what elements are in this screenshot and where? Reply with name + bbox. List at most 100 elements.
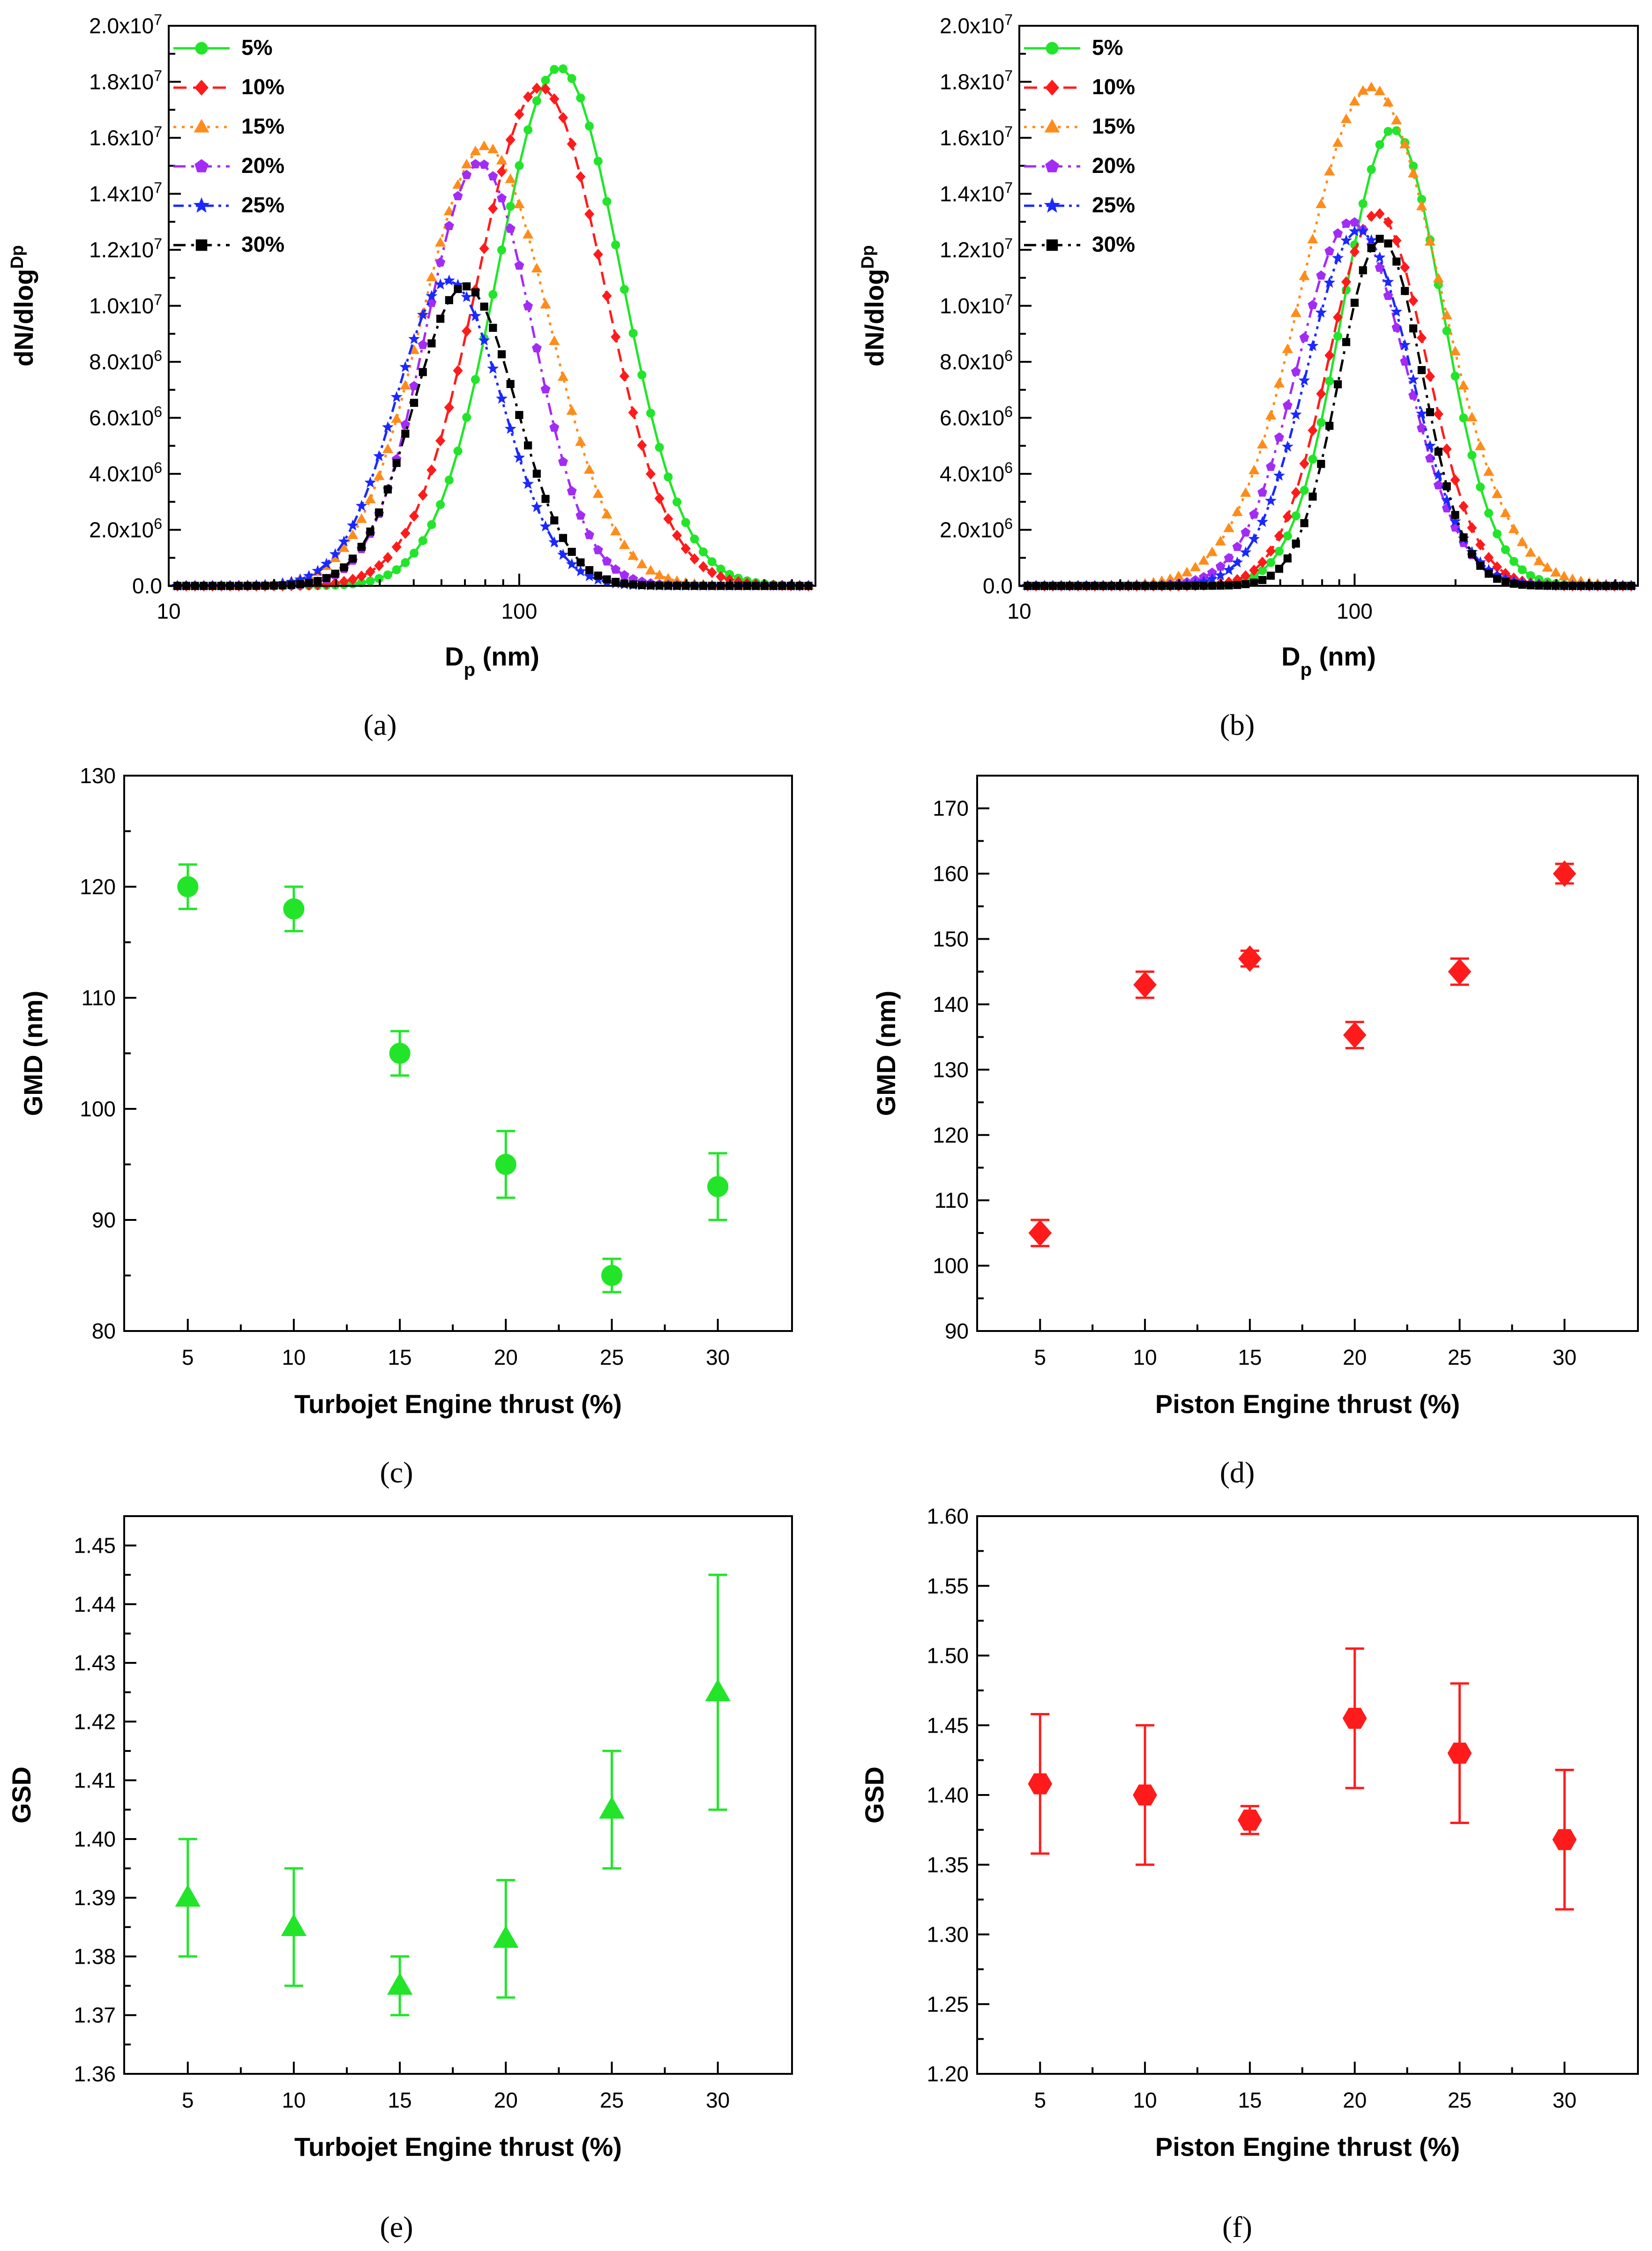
xlabel-main: D	[445, 642, 463, 671]
data-point	[1417, 423, 1427, 433]
data-point	[611, 564, 621, 574]
plot-frame	[976, 775, 1639, 1332]
xlabel-sub: p	[1301, 659, 1312, 680]
data-point	[1281, 441, 1293, 452]
data-point	[1291, 366, 1301, 376]
data-point	[1391, 322, 1402, 332]
data-point	[1257, 439, 1268, 449]
data-point	[1291, 511, 1301, 521]
data-point	[1332, 137, 1344, 147]
data-point	[1241, 527, 1251, 537]
data-point	[1365, 234, 1377, 246]
tick-exponent: 6	[1004, 404, 1013, 420]
data-point	[1282, 343, 1293, 353]
y-tick-label: 1.4x107	[940, 179, 1013, 206]
data-point	[1257, 487, 1268, 497]
data-point	[1425, 453, 1435, 463]
data-point	[1401, 287, 1409, 295]
y-tick-label: 130	[80, 763, 116, 788]
tick-mantissa: 2.0x10	[89, 518, 154, 542]
tick-mantissa: 1.2x10	[940, 238, 1004, 262]
tick-exponent: 7	[1004, 235, 1013, 252]
tick-mantissa: 2.0x10	[89, 14, 154, 38]
data-point	[436, 314, 445, 323]
data-point	[1416, 407, 1428, 419]
data-point	[382, 443, 394, 453]
data-point	[366, 576, 375, 586]
data-point	[383, 485, 392, 494]
tick-exponent: 7	[154, 123, 162, 140]
data-point	[1392, 257, 1401, 266]
data-point	[1349, 96, 1360, 106]
data-point	[550, 516, 559, 524]
x-tick-label: 5	[182, 1345, 194, 1369]
y-tick-label: 100	[80, 1097, 116, 1121]
data-point	[408, 333, 420, 344]
data-point	[1542, 562, 1553, 572]
data-point	[602, 197, 612, 206]
data-point	[1308, 425, 1318, 436]
series-20pct	[1019, 217, 1637, 590]
data-point	[1257, 556, 1268, 568]
legend-marker	[194, 159, 209, 172]
ylabel-part: p	[7, 245, 27, 256]
data-point	[1517, 536, 1528, 546]
x-tick-label: 10	[1007, 599, 1031, 623]
series-line	[1019, 230, 1631, 587]
tick-exponent: 6	[154, 459, 162, 476]
x-tick-label: 30	[1553, 1345, 1577, 1369]
series-line	[1019, 237, 1631, 587]
data-point	[1215, 536, 1226, 546]
data-point	[390, 391, 403, 402]
data-point	[1484, 569, 1493, 578]
y-tick-label: 1.25	[927, 1992, 969, 2016]
panel-label: (e)	[380, 2210, 413, 2244]
y-tick-label: 130	[933, 1057, 969, 1082]
y-tick-label: 1.40	[74, 1827, 116, 1851]
data-point	[1214, 569, 1226, 581]
data-point	[1282, 400, 1293, 410]
data-point	[522, 478, 534, 489]
data-point	[610, 525, 621, 536]
data-point	[454, 285, 462, 293]
data-point	[1292, 539, 1300, 548]
tick-exponent: 6	[1004, 347, 1013, 364]
y-tick-label: 160	[933, 861, 969, 886]
y-axis-title: GSD	[860, 1766, 889, 1823]
data-point	[1417, 366, 1426, 374]
data-point	[1367, 165, 1376, 174]
data-point	[1517, 565, 1527, 575]
data-point	[567, 486, 577, 495]
data-point	[461, 158, 472, 169]
y-tick-label: 8.0x106	[89, 347, 162, 374]
data-point	[1273, 469, 1285, 481]
data-point	[558, 456, 568, 466]
y-tick-label: 1.30	[927, 1922, 969, 1947]
data-point	[287, 581, 296, 589]
x-tick-label: 20	[1343, 1345, 1367, 1369]
y-tick-label: 80	[92, 1319, 116, 1343]
data-point	[1249, 564, 1259, 576]
tick-exponent: 7	[154, 179, 162, 196]
data-point	[1533, 555, 1545, 565]
tick-mantissa: 4.0x10	[89, 462, 154, 486]
data-point	[312, 565, 324, 576]
ylabel-part: GSD	[860, 1766, 889, 1823]
data-point	[349, 554, 357, 563]
data-point	[1249, 509, 1259, 519]
data-point	[602, 556, 612, 566]
data-point	[654, 569, 665, 579]
tick-exponent: 7	[1004, 11, 1013, 28]
data-point	[1441, 309, 1452, 320]
x-tick-label: 25	[600, 2088, 624, 2112]
data-point	[1248, 532, 1260, 544]
data-point	[1265, 494, 1277, 506]
data-point	[392, 565, 401, 575]
data-point	[1475, 539, 1486, 551]
data-point	[1442, 326, 1451, 336]
data-point	[1333, 312, 1343, 323]
data-point	[619, 570, 629, 580]
tick-exponent: 6	[154, 404, 162, 420]
x-tick-label: 5	[182, 2088, 194, 2112]
data-point	[496, 166, 507, 178]
